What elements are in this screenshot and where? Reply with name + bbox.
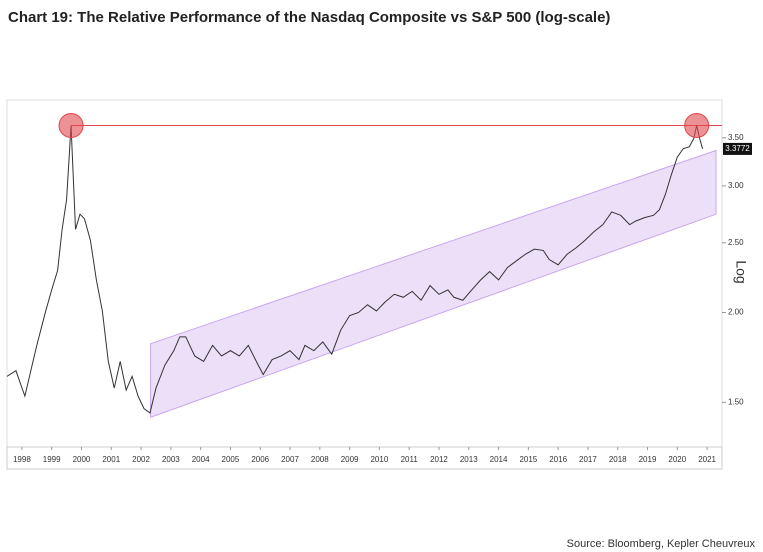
x-tick-label: 2001	[102, 455, 120, 464]
x-tick-label: 2012	[430, 455, 448, 464]
last-value-label: 3.3772	[725, 144, 750, 153]
x-tick-label: 2006	[251, 455, 269, 464]
y-tick-label: 1.50	[728, 397, 744, 406]
x-tick-label: 2011	[401, 455, 419, 464]
x-tick-label: 2016	[549, 455, 567, 464]
x-tick-label: 2007	[281, 455, 299, 464]
x-tick-label: 2009	[341, 455, 359, 464]
x-tick-label: 2013	[460, 455, 478, 464]
x-tick-label: 2002	[132, 455, 150, 464]
x-tick-label: 2014	[490, 455, 508, 464]
x-tick-label: 2008	[311, 455, 329, 464]
x-tick-label: 2004	[192, 455, 210, 464]
x-tick-label: 2017	[579, 455, 597, 464]
x-tick-label: 2005	[222, 455, 240, 464]
x-tick-label: 2020	[668, 455, 686, 464]
highlight-circle	[684, 113, 710, 139]
y-tick-label: 3.50	[728, 133, 744, 142]
chart-title: Chart 19: The Relative Performance of th…	[8, 9, 610, 26]
highlight-circle	[58, 113, 84, 139]
y-tick-label: 3.00	[728, 181, 744, 190]
x-tick-label: 2010	[370, 455, 388, 464]
y-tick-label: 2.50	[728, 238, 744, 247]
y-tick-label: 2.00	[728, 308, 744, 317]
x-tick-label: 1998	[13, 455, 31, 464]
x-tick-label: 2015	[519, 455, 537, 464]
source: Source: Bloomberg, Kepler Cheuvreux	[567, 538, 756, 550]
x-tick-label: 2000	[73, 455, 91, 464]
x-tick-label: 1999	[43, 455, 61, 464]
x-tick-label: 2019	[639, 455, 657, 464]
x-axis-box	[6, 446, 723, 470]
y-axis-label: Log	[733, 260, 749, 283]
x-tick-label: 2003	[162, 455, 180, 464]
series-line	[6, 125, 704, 414]
x-tick-label: 2018	[609, 455, 627, 464]
x-tick-label: 2021	[698, 455, 716, 464]
last-value-box	[723, 142, 752, 155]
trend-channel	[150, 149, 717, 418]
